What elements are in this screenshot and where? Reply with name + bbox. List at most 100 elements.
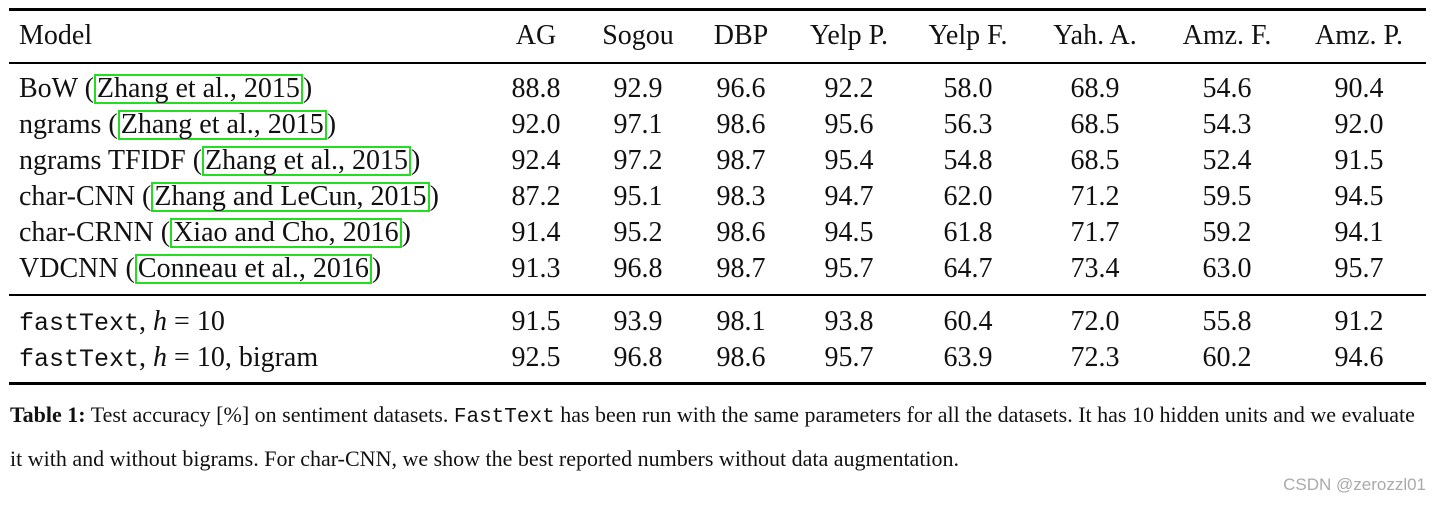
value-yelp-p: 94.5 (824, 217, 874, 248)
value-yelp-f: 54.8 (943, 145, 993, 176)
value-amz-p: 95.7 (1334, 253, 1384, 284)
citation-link[interactable]: Zhang et al., 2015 (93, 74, 303, 104)
value-ag: 87.2 (511, 181, 561, 212)
value-yelp-f: 63.9 (943, 342, 993, 373)
caption-label: Table 1: (10, 402, 86, 427)
hidden-var: h (153, 306, 168, 337)
value-yelp-p: 95.7 (824, 342, 874, 373)
model-label: char-CRNN ( (19, 217, 171, 248)
hidden-var: h (153, 342, 168, 373)
value-amz-f: 59.2 (1202, 217, 1252, 248)
header-amz-p: Amz. P. (1315, 20, 1403, 51)
model-label: char-CNN ( (19, 181, 152, 212)
caption-text-2: has been run with the same parameters fo… (10, 402, 1415, 471)
value-dbp: 98.6 (716, 217, 766, 248)
citation-link[interactable]: Xiao and Cho, 2016 (170, 218, 402, 248)
value-sogou: 93.9 (613, 306, 663, 337)
value-sogou: 92.9 (613, 73, 663, 104)
table-row: fastText, h = 10, bigram 92.5 96.8 98.6 … (0, 340, 1438, 376)
value-yah-a: 73.4 (1070, 253, 1120, 284)
value-amz-f: 54.6 (1202, 73, 1252, 104)
citation-link[interactable]: Conneau et al., 2016 (134, 254, 372, 284)
value-ag: 91.4 (511, 217, 561, 248)
caption-text-1: Test accuracy [%] on sentiment datasets. (85, 402, 454, 427)
model-suffix: ) (371, 253, 382, 284)
model-name: BoW (Zhang et al., 2015) (19, 71, 312, 107)
header-yelp-p: Yelp P. (809, 20, 889, 51)
model-name: ngrams TFIDF (Zhang et al., 2015) (19, 143, 420, 179)
model-label: BoW ( (19, 73, 94, 104)
header-ag: AG (515, 20, 557, 51)
value-yah-a: 71.2 (1070, 181, 1120, 212)
model-name: fastText, h = 10 (19, 304, 225, 340)
value-amz-f: 60.2 (1202, 342, 1252, 373)
model-label: VDCNN ( (19, 253, 135, 284)
header-sogou: Sogou (602, 20, 674, 51)
model-label: ngrams ( (19, 109, 118, 140)
table-row: fastText, h = 10 91.5 93.9 98.1 93.8 60.… (0, 304, 1438, 340)
header-amz-f: Amz. F. (1182, 20, 1272, 51)
value-sogou: 96.8 (613, 342, 663, 373)
value-sogou: 95.1 (613, 181, 663, 212)
table-group-rule (9, 294, 1426, 296)
value-amz-p: 92.0 (1334, 109, 1384, 140)
model-suffix: ) (302, 73, 313, 104)
value-yelp-p: 92.2 (824, 73, 874, 104)
value-dbp: 98.7 (716, 145, 766, 176)
value-yelp-f: 64.7 (943, 253, 993, 284)
table-row: ngrams TFIDF (Zhang et al., 2015) 92.4 9… (0, 143, 1438, 179)
value-yelp-f: 62.0 (943, 181, 993, 212)
header-yah-a: Yah. A. (1053, 20, 1137, 51)
hidden-value: = 10 (167, 342, 225, 373)
value-ag: 91.5 (511, 306, 561, 337)
table-top-rule (9, 8, 1426, 11)
caption-fasttext: FastText (453, 406, 555, 429)
model-name: char-CNN (Zhang and LeCun, 2015) (19, 179, 439, 215)
table-row: BoW (Zhang et al., 2015) 88.8 92.9 96.6 … (0, 71, 1438, 107)
value-yah-a: 72.3 (1070, 342, 1120, 373)
extra-label: , bigram (224, 342, 319, 373)
table-row: ngrams (Zhang et al., 2015) 92.0 97.1 98… (0, 107, 1438, 143)
table-row: VDCNN (Conneau et al., 2016) 91.3 96.8 9… (0, 251, 1438, 287)
model-label: ngrams TFIDF ( (19, 145, 203, 176)
value-dbp: 98.6 (716, 342, 766, 373)
fasttext-label: fastText (19, 345, 140, 374)
table-row: char-CNN (Zhang and LeCun, 2015) 87.2 95… (0, 179, 1438, 215)
value-amz-p: 94.5 (1334, 181, 1384, 212)
model-name: char-CRNN (Xiao and Cho, 2016) (19, 215, 411, 251)
header-model: Model (19, 20, 93, 51)
value-amz-p: 94.6 (1334, 342, 1384, 373)
citation-link[interactable]: Zhang et al., 2015 (117, 110, 327, 140)
table-header-rule (9, 62, 1426, 64)
value-amz-f: 59.5 (1202, 181, 1252, 212)
model-suffix: ) (326, 109, 337, 140)
value-ag: 92.0 (511, 109, 561, 140)
separator: , (139, 342, 154, 373)
value-dbp: 98.1 (716, 306, 766, 337)
value-amz-f: 54.3 (1202, 109, 1252, 140)
model-name: VDCNN (Conneau et al., 2016) (19, 251, 381, 287)
value-ag: 92.4 (511, 145, 561, 176)
table-row: char-CRNN (Xiao and Cho, 2016) 91.4 95.2… (0, 215, 1438, 251)
value-amz-f: 52.4 (1202, 145, 1252, 176)
value-yelp-p: 93.8 (824, 306, 874, 337)
fasttext-label: fastText (19, 309, 140, 338)
model-name: fastText, h = 10, bigram (19, 340, 318, 376)
watermark: CSDN @zerozzl01 (1283, 475, 1426, 494)
value-amz-p: 94.1 (1334, 217, 1384, 248)
hidden-value: = 10 (167, 306, 225, 337)
value-amz-p: 91.2 (1334, 306, 1384, 337)
model-suffix: ) (401, 217, 411, 248)
value-dbp: 96.6 (716, 73, 766, 104)
value-amz-f: 55.8 (1202, 306, 1252, 337)
citation-link[interactable]: Zhang and LeCun, 2015 (151, 182, 430, 212)
value-yah-a: 72.0 (1070, 306, 1120, 337)
value-sogou: 96.8 (613, 253, 663, 284)
table-caption: Table 1: Test accuracy [%] on sentiment … (10, 394, 1422, 479)
value-yah-a: 68.9 (1070, 73, 1120, 104)
value-sogou: 97.1 (613, 109, 663, 140)
citation-link[interactable]: Zhang et al., 2015 (202, 146, 411, 176)
value-yah-a: 68.5 (1070, 145, 1120, 176)
model-suffix: ) (411, 145, 421, 176)
value-yelp-p: 95.6 (824, 109, 874, 140)
